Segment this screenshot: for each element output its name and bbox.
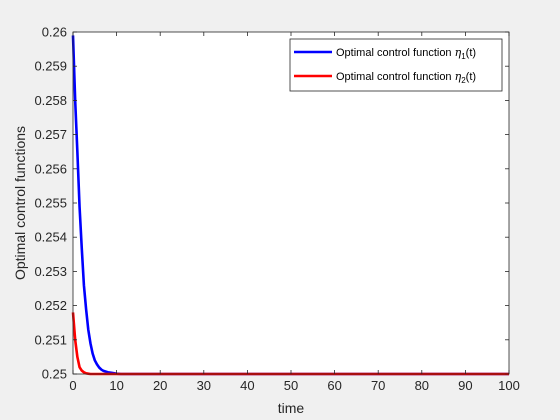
legend-label-1: Optimal control function η1(t) [336, 46, 476, 61]
x-tick-label: 90 [458, 378, 472, 393]
ticks-layer: 0 10 20 30 40 50 60 70 80 90 100 0.25 0.251 0.252 0.25… [34, 25, 519, 394]
x-tick-label: 70 [371, 378, 385, 393]
x-tick-label: 0 [69, 378, 76, 393]
x-tick-label: 80 [415, 378, 429, 393]
y-tick-label: 0.253 [34, 264, 67, 279]
y-tick-label: 0.252 [34, 298, 67, 313]
x-tick-label: 30 [197, 378, 211, 393]
legend-box [289, 38, 503, 92]
plot-frame [72, 31, 510, 375]
x-tick-label: 50 [284, 378, 298, 393]
legend-label-2: Optimal control function η2(t) [336, 70, 476, 85]
y-tick-label: 0.257 [34, 127, 67, 142]
x-tick-label: 40 [240, 378, 254, 393]
y-tick-label: 0.258 [34, 93, 67, 108]
y-tick-label: 0.251 [34, 332, 67, 347]
y-tick-label: 0.26 [42, 25, 67, 40]
x-tick-label: 100 [498, 378, 520, 393]
legend: Optimal control function η1(t) Optimal co… [289, 38, 503, 92]
x-tick-label: 10 [109, 378, 123, 393]
y-tick-label: 0.259 [34, 59, 67, 74]
y-tick-label: 0.256 [34, 161, 67, 176]
x-tick-label: 20 [153, 378, 167, 393]
x-axis-label: time [278, 400, 305, 416]
x-tick-label: 60 [327, 378, 341, 393]
y-tick-label: 0.255 [34, 196, 67, 211]
y-axis-label: Optimal control functions [12, 126, 28, 280]
y-tick-label: 0.25 [42, 367, 67, 382]
y-tick-label: 0.254 [34, 230, 67, 245]
